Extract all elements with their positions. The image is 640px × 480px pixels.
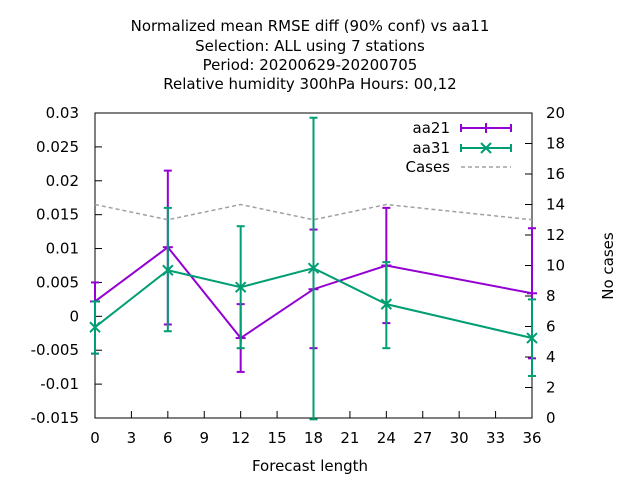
x-tick-label: 18 <box>304 429 323 447</box>
y-tick-label: 0.015 <box>36 206 79 224</box>
y2-tick-label: 6 <box>546 318 556 336</box>
x-tick-label: 12 <box>231 429 250 447</box>
data-point-aa31 <box>89 321 101 333</box>
y-tick-label: 0.01 <box>46 240 79 258</box>
legend-marker-aa31 <box>480 142 492 154</box>
y2-tick-label: 16 <box>546 165 565 183</box>
x-tick-label: 36 <box>522 429 541 447</box>
data-point-aa31 <box>380 298 393 310</box>
y2-tick-label: 2 <box>546 379 556 397</box>
series-line-Cases <box>94 203 533 221</box>
data-point-aa31 <box>234 281 247 293</box>
y2-tick-label: 14 <box>546 196 565 214</box>
x-tick-label: 24 <box>377 429 396 447</box>
y2-tick-label: 10 <box>546 257 565 275</box>
legend-label-aa31: aa31 <box>413 139 450 157</box>
y-tick-label: -0.01 <box>40 375 79 393</box>
y2-tick-label: 0 <box>546 409 556 427</box>
legend-label-Cases: Cases <box>405 158 450 176</box>
y2-tick-label: 8 <box>546 287 556 305</box>
x-tick-label: 0 <box>90 429 100 447</box>
y2-tick-label: 20 <box>546 104 565 122</box>
data-point-aa31 <box>526 332 538 344</box>
y2-tick-label: 12 <box>546 226 565 244</box>
y2-tick-label: 18 <box>546 135 565 153</box>
y2-axis-label: No cases <box>599 232 617 300</box>
y-tick-label: -0.005 <box>31 341 79 359</box>
y-tick-label: 0.005 <box>36 273 79 291</box>
x-tick-label: 33 <box>486 429 505 447</box>
series-line-aa21 <box>94 245 533 340</box>
x-tick-label: 3 <box>127 429 137 447</box>
chart-title-line: Selection: ALL using 7 stations <box>195 37 425 55</box>
series-line-aa31 <box>94 267 533 339</box>
y-tick-label: 0.03 <box>46 104 79 122</box>
legend-label-aa21: aa21 <box>413 119 450 137</box>
chart-title-line: Relative humidity 300hPa Hours: 00,12 <box>163 75 456 93</box>
x-tick-label: 30 <box>450 429 469 447</box>
y2-tick-label: 4 <box>546 348 556 366</box>
data-point-aa31 <box>307 262 320 274</box>
data-point-aa31 <box>162 264 174 276</box>
y-tick-label: 0.02 <box>46 172 79 190</box>
x-tick-label: 9 <box>199 429 209 447</box>
x-tick-label: 6 <box>163 429 173 447</box>
x-axis-label: Forecast length <box>252 457 368 475</box>
y-tick-label: 0 <box>69 307 79 325</box>
x-tick-label: 21 <box>340 429 359 447</box>
x-tick-label: 27 <box>413 429 432 447</box>
x-tick-label: 15 <box>268 429 287 447</box>
y-tick-label: 0.025 <box>36 138 79 156</box>
chart-title-line: Normalized mean RMSE diff (90% conf) vs … <box>131 17 490 35</box>
y-tick-label: -0.015 <box>31 409 79 427</box>
chart-title-line: Period: 20200629-20200705 <box>203 56 418 74</box>
